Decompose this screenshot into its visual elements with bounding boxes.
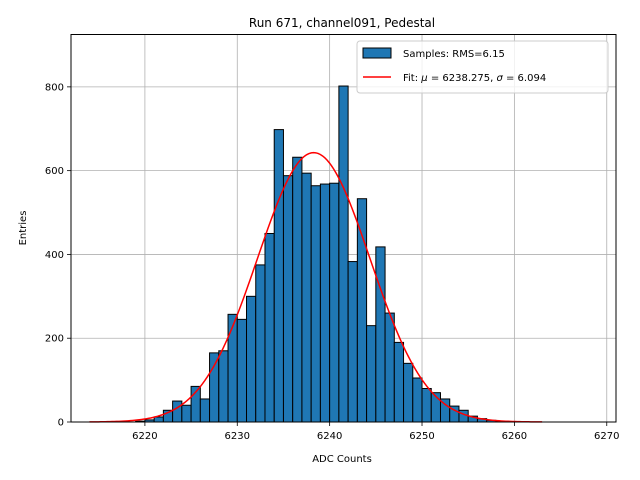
y-tick-label: 600	[45, 166, 64, 177]
histogram-bar	[329, 182, 340, 423]
legend-samples-label: Samples: RMS=6.15	[403, 49, 505, 60]
plot-frame	[70, 34, 617, 423]
legend-fit-prefix: Fit:	[403, 73, 421, 84]
histogram-bar	[246, 295, 257, 423]
histogram-bar	[403, 362, 414, 423]
legend-fit-sigma-value: = 6.094	[503, 73, 546, 84]
histogram-bar	[458, 409, 469, 423]
x-tick-label: 6270	[594, 431, 619, 442]
histogram-bar	[347, 261, 358, 423]
legend-fit-mu-symbol: μ	[420, 73, 427, 84]
legend: Samples: RMS=6.15 Fit: μ = 6238.275, σ =…	[356, 40, 609, 94]
histogram-bar	[264, 232, 275, 423]
legend-fit-sigma-symbol: σ	[496, 73, 503, 84]
histogram-bar	[384, 312, 395, 423]
x-tick-label: 6250	[409, 431, 434, 442]
y-axis-label: Entries	[18, 211, 29, 246]
x-axis-ticks: 6220 6230 6240 6250 6260 6270	[132, 422, 619, 442]
histogram-bar	[310, 185, 321, 423]
legend-fit-label: Fit: μ = 6238.275, σ = 6.094	[403, 73, 546, 84]
histogram-bar	[393, 341, 405, 423]
x-tick-label: 6230	[225, 431, 250, 442]
y-axis-ticks: 0 200 400 600 800	[45, 82, 71, 429]
histogram-bar	[366, 325, 377, 423]
histogram-bars	[135, 85, 515, 423]
histogram-bar	[292, 156, 303, 423]
histogram-bar	[227, 313, 238, 423]
x-tick-label: 6260	[502, 431, 527, 442]
histogram-bar	[375, 246, 386, 423]
histogram-bar	[282, 175, 294, 423]
y-tick-label: 800	[45, 82, 64, 93]
histogram-bar	[199, 398, 211, 423]
histogram-bar	[319, 183, 331, 423]
y-tick-label: 0	[58, 418, 64, 429]
histogram-bar	[356, 198, 368, 423]
legend-fit-mu-value: = 6238.275,	[428, 73, 497, 84]
histogram-bar	[338, 85, 349, 423]
x-tick-label: 6220	[132, 431, 157, 442]
histogram-bar	[209, 352, 220, 423]
histogram-bar	[421, 387, 432, 423]
histogram-bar	[255, 264, 266, 423]
fit-curve-layer	[89, 151, 543, 423]
chart-title: Run 671, channel091, Pedestal	[249, 16, 435, 30]
y-tick-label: 200	[45, 334, 64, 345]
histogram-bar	[301, 172, 312, 423]
y-tick-label: 400	[45, 250, 64, 261]
x-axis-label: ADC Counts	[312, 454, 372, 465]
histogram-bar	[172, 400, 183, 423]
histogram-bar	[273, 129, 284, 423]
fit-curve	[89, 151, 543, 423]
x-tick-label: 6240	[317, 431, 342, 442]
histogram-bar	[153, 416, 164, 423]
legend-samples-swatch	[362, 47, 392, 59]
histogram-bar	[181, 404, 192, 423]
legend-box	[356, 40, 609, 94]
histogram-bar	[218, 350, 229, 423]
histogram-bar	[412, 377, 423, 423]
histogram-bar	[236, 318, 248, 423]
